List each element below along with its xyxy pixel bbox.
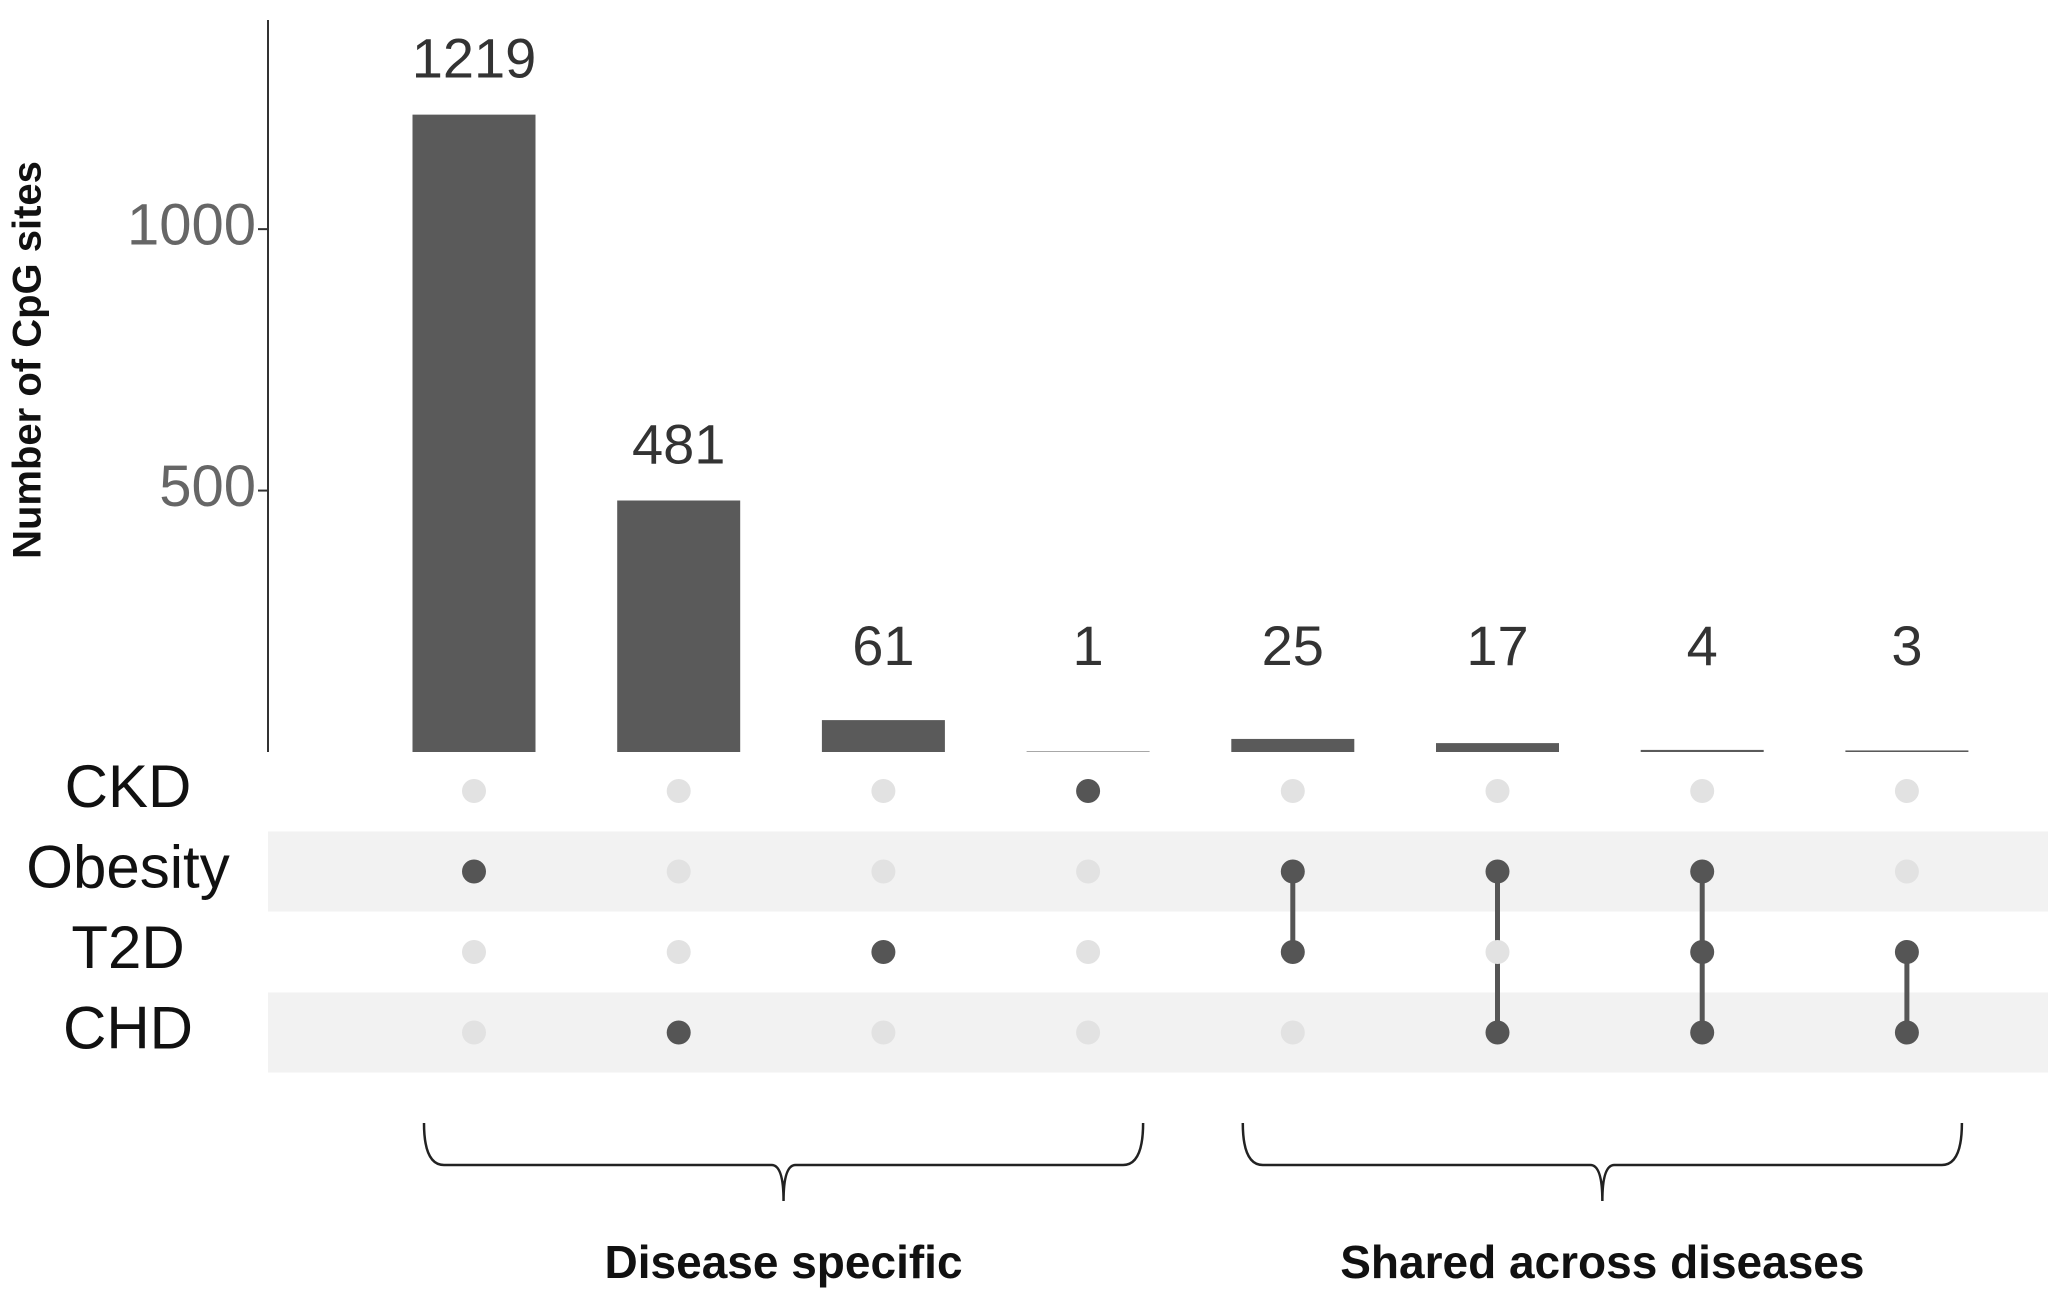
matrix-dot bbox=[462, 779, 486, 803]
bar bbox=[1640, 749, 1764, 752]
value-label: 3 bbox=[1891, 614, 1922, 677]
matrix-dot bbox=[871, 940, 896, 964]
y-tick-label: 500 bbox=[159, 454, 256, 519]
bar bbox=[821, 720, 945, 752]
matrix-dot bbox=[1485, 940, 1510, 964]
matrix-dot bbox=[1076, 940, 1101, 964]
matrix-dot bbox=[1690, 859, 1715, 884]
bracket bbox=[422, 1122, 1145, 1202]
group-label: Shared across diseases bbox=[1340, 1236, 1864, 1288]
matrix-dot bbox=[1280, 940, 1305, 964]
matrix-dot bbox=[1280, 1020, 1305, 1045]
row-stripe bbox=[268, 992, 2048, 1073]
matrix-dot bbox=[871, 1020, 896, 1045]
matrix-dot bbox=[1076, 1020, 1101, 1045]
matrix-dot bbox=[871, 779, 896, 803]
matrix-dot bbox=[1485, 1020, 1510, 1045]
bar bbox=[617, 500, 741, 752]
matrix-dot bbox=[1894, 1020, 1919, 1045]
value-label: 17 bbox=[1466, 614, 1528, 677]
bar bbox=[412, 114, 536, 752]
matrix-dot bbox=[1690, 779, 1715, 803]
matrix-dot bbox=[871, 859, 896, 884]
y-axis-label: Number of CpG sites bbox=[6, 161, 50, 559]
matrix-dot bbox=[1690, 1020, 1715, 1045]
matrix-dot bbox=[1485, 779, 1510, 803]
matrix-dot bbox=[462, 940, 486, 964]
set-label: CHD bbox=[63, 994, 193, 1061]
set-label: T2D bbox=[71, 914, 184, 981]
matrix-dot bbox=[462, 859, 486, 884]
row-stripe bbox=[268, 831, 2048, 912]
group-label: Disease specific bbox=[605, 1236, 963, 1288]
matrix-dot bbox=[666, 779, 691, 803]
matrix-dot bbox=[666, 859, 691, 884]
matrix-dot bbox=[1076, 859, 1101, 884]
value-label: 481 bbox=[632, 412, 725, 475]
value-label: 1219 bbox=[412, 26, 537, 89]
matrix-dot bbox=[462, 1020, 486, 1045]
value-label: 1 bbox=[1073, 614, 1104, 677]
matrix-dot bbox=[1894, 940, 1919, 964]
matrix-dot bbox=[1076, 779, 1101, 803]
matrix-dot bbox=[1894, 779, 1919, 803]
matrix-dot bbox=[1485, 859, 1510, 884]
matrix-dot bbox=[1894, 859, 1919, 884]
value-label: 61 bbox=[852, 614, 914, 677]
bar bbox=[1436, 743, 1559, 752]
set-label: Obesity bbox=[26, 833, 229, 900]
matrix-dot bbox=[1280, 779, 1305, 803]
bar bbox=[1845, 750, 1969, 752]
matrix-dot bbox=[666, 940, 691, 964]
bar bbox=[1026, 751, 1150, 752]
matrix-dot bbox=[666, 1020, 691, 1045]
value-label: 25 bbox=[1262, 614, 1324, 677]
y-tick-label: 1000 bbox=[127, 192, 256, 257]
bracket bbox=[1241, 1122, 1964, 1202]
matrix-dot bbox=[1280, 859, 1305, 884]
bar bbox=[1231, 738, 1355, 752]
matrix-dot bbox=[1690, 940, 1715, 964]
set-label: CKD bbox=[65, 753, 192, 820]
value-label: 4 bbox=[1687, 614, 1718, 677]
